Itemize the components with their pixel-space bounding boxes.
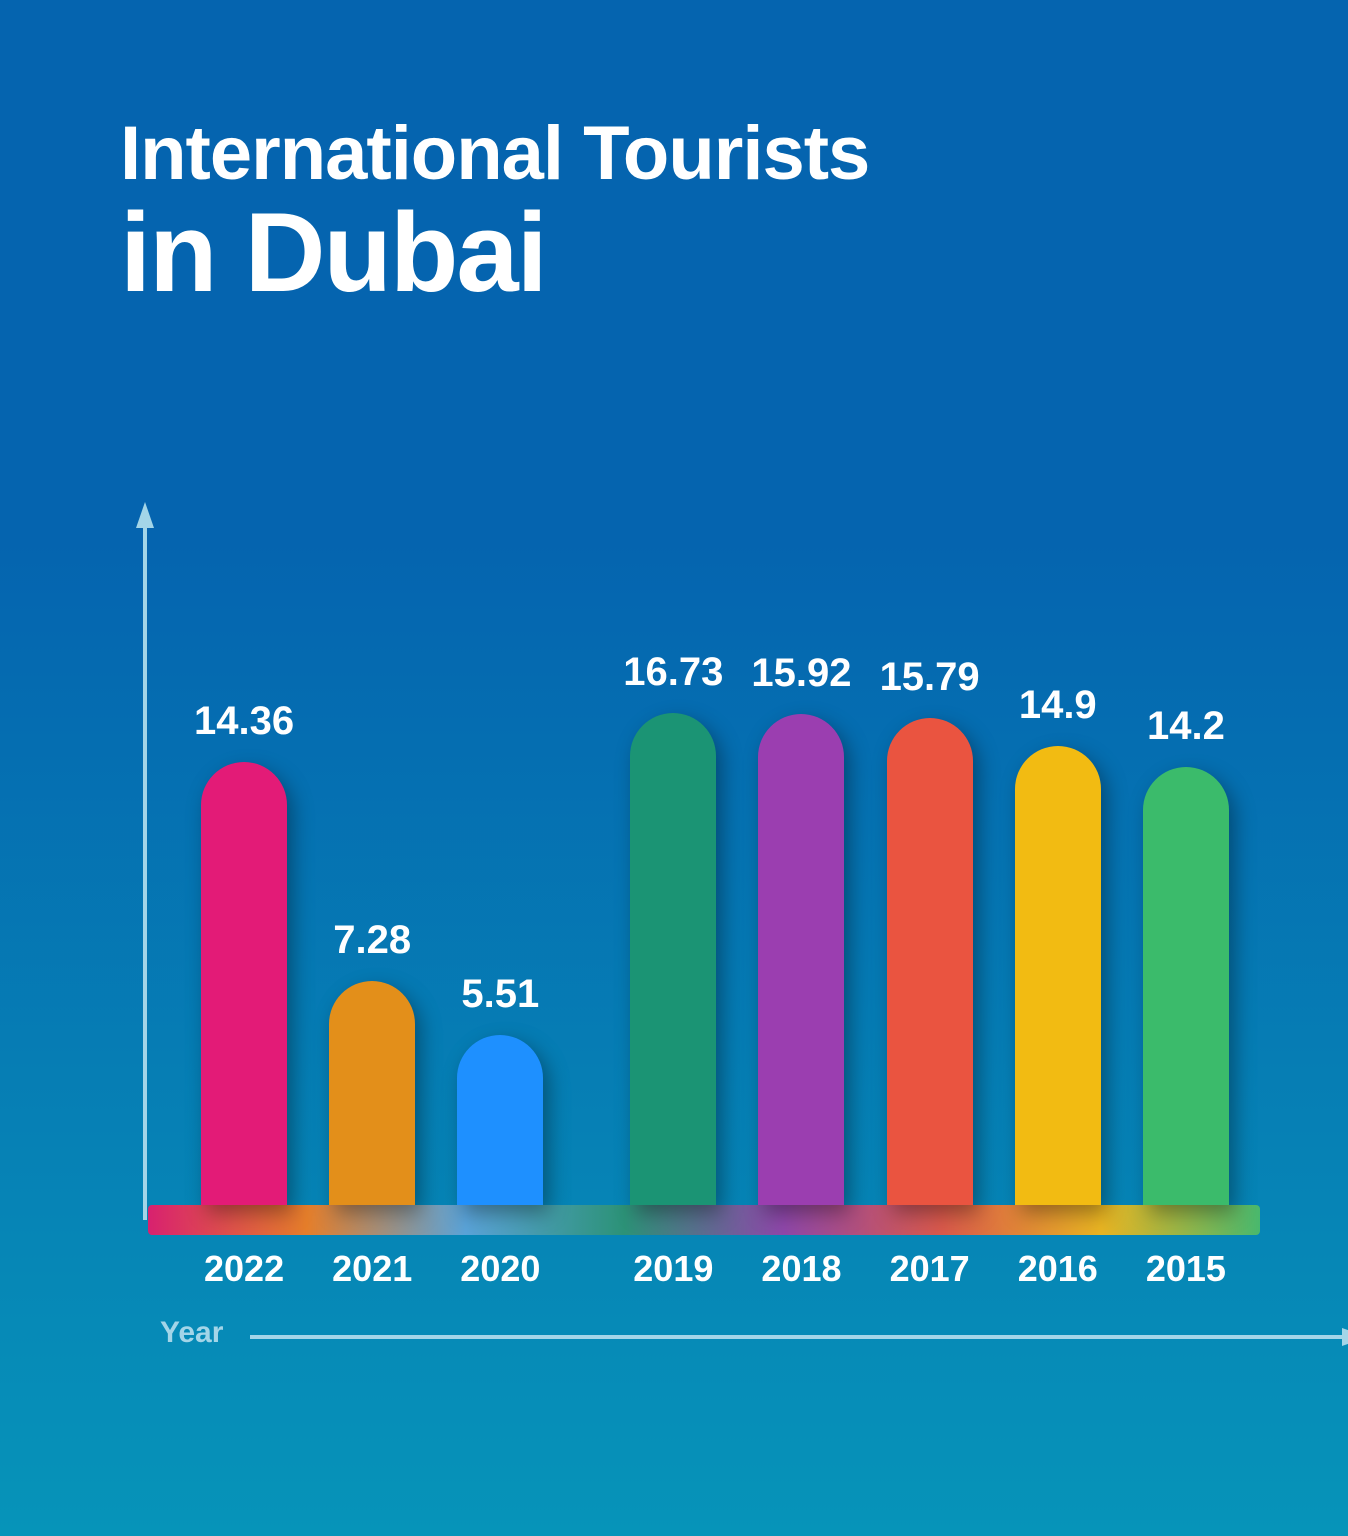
bar-slot: 7.28 [308,650,436,1205]
bar-slot: 15.79 [866,650,994,1205]
bars-container: 14.36 7.28 5.51 16.73 15.92 15.79 14.9 14.2 [180,650,1250,1205]
bar-value-label: 14.9 [1019,683,1097,728]
category-label: 2017 [866,1248,994,1290]
bar-slot: 16.73 [609,650,737,1205]
title-line-2: in Dubai [120,197,869,309]
x-axis-arrow-icon [250,1322,1348,1352]
y-axis-arrow-icon [130,500,160,1220]
bar [201,762,287,1205]
bar-value-label: 14.2 [1147,704,1225,749]
category-label: 2018 [737,1248,865,1290]
bar-value-label: 15.92 [751,651,851,696]
bar [630,713,716,1205]
bar-slot: 14.9 [994,650,1122,1205]
category-label: 2016 [994,1248,1122,1290]
bar-slot: 14.2 [1122,650,1250,1205]
bar-gap [564,650,609,1205]
title-block: International Tourists in Dubai [120,110,869,309]
bar-value-label: 7.28 [333,918,411,963]
category-gap [564,1248,609,1290]
bar [887,718,973,1205]
chart-base-strip [148,1205,1260,1235]
bar-slot: 5.51 [436,650,564,1205]
category-label: 2021 [308,1248,436,1290]
bar-chart: International Tourists (in million) Year… [110,500,1270,1370]
bar [758,714,844,1205]
x-axis-label: Year [160,1316,223,1350]
category-label: 2015 [1122,1248,1250,1290]
bar-value-label: 15.79 [880,655,980,700]
categories-container: 202220212020 20192018201720162015 [180,1248,1250,1290]
infographic-content: International Tourists in Dubai Internat… [0,0,1348,1536]
bar-value-label: 16.73 [623,650,723,695]
title-line-1: International Tourists [120,110,869,197]
category-label: 2019 [609,1248,737,1290]
category-label: 2022 [180,1248,308,1290]
bar-slot: 15.92 [737,650,865,1205]
bar-value-label: 5.51 [461,972,539,1017]
bar [457,1035,543,1205]
bar [329,981,415,1205]
bar-slot: 14.36 [180,650,308,1205]
bar [1015,746,1101,1205]
category-label: 2020 [436,1248,564,1290]
bar-value-label: 14.36 [194,699,294,744]
bar [1143,767,1229,1205]
